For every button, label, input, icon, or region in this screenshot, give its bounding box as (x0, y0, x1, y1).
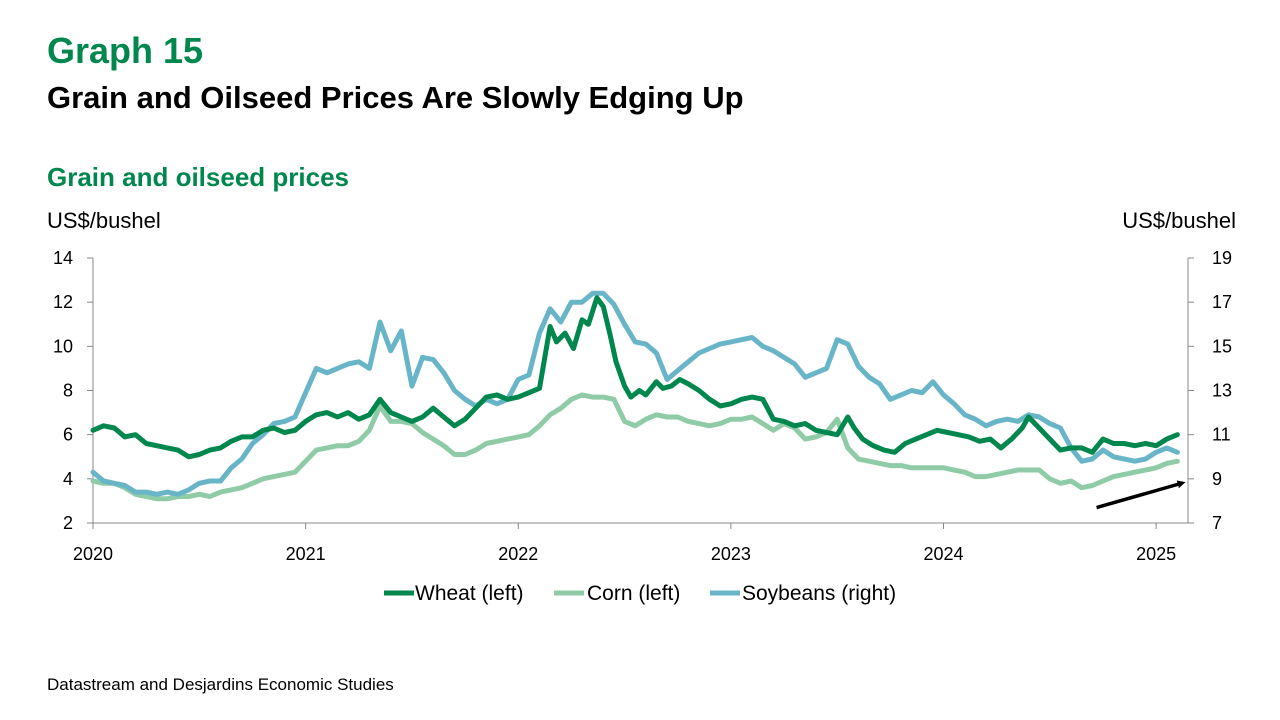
y-right-tick-label: 15 (1212, 336, 1232, 356)
y-left-tick-label: 8 (63, 381, 73, 401)
y-right-tick-label: 7 (1212, 513, 1222, 533)
x-tick-label: 2024 (923, 544, 963, 564)
x-tick-label: 2022 (498, 544, 538, 564)
y-left-tick-label: 10 (53, 336, 73, 356)
y-right-tick-label: 17 (1212, 292, 1232, 312)
axes: 2 4 6 8 10 12 14 7 9 11 13 15 17 19 2020 2021 2022 2023 20… (53, 248, 1232, 564)
y-left-tick-label: 6 (63, 425, 73, 445)
y-axis-right-label: US$/bushel (1122, 208, 1236, 233)
y-right-tick-label: 9 (1212, 469, 1222, 489)
y-left-tick-label: 12 (53, 292, 73, 312)
y-axis-left-label: US$/bushel (47, 208, 161, 233)
series-line-soybeans (90, 290, 1180, 497)
y-left-tick-label: 2 (63, 513, 73, 533)
y-left-tick-label: 4 (63, 469, 73, 489)
y-right-tick-label: 19 (1212, 248, 1232, 268)
series-lines (90, 290, 1180, 502)
trend-arrow-line (1096, 480, 1186, 510)
y-right-tick-label: 13 (1212, 381, 1232, 401)
legend-label-corn: Corn (left) (587, 582, 680, 605)
graph-title: Grain and Oilseed Prices Are Slowly Edgi… (47, 80, 744, 115)
y-left-tick-label: 14 (53, 248, 73, 268)
trend-arrow (1096, 480, 1186, 510)
legend-label-wheat: Wheat (left) (415, 582, 524, 605)
source-note: Datastream and Desjardins Economic Studi… (47, 675, 394, 694)
x-tick-label: 2025 (1136, 544, 1176, 564)
chart-title: Grain and oilseed prices (47, 162, 349, 192)
graph-number: Graph 15 (47, 30, 204, 71)
series-line-corn (90, 392, 1180, 502)
legend: Wheat (left) Corn (left) Soybeans (right) (384, 582, 896, 605)
legend-label-soybeans: Soybeans (right) (742, 582, 896, 605)
series-line-wheat (90, 295, 1180, 460)
y-right-tick-label: 11 (1212, 425, 1231, 445)
x-tick-label: 2020 (73, 544, 113, 564)
x-tick-label: 2021 (286, 544, 326, 564)
x-tick-label: 2023 (711, 544, 751, 564)
